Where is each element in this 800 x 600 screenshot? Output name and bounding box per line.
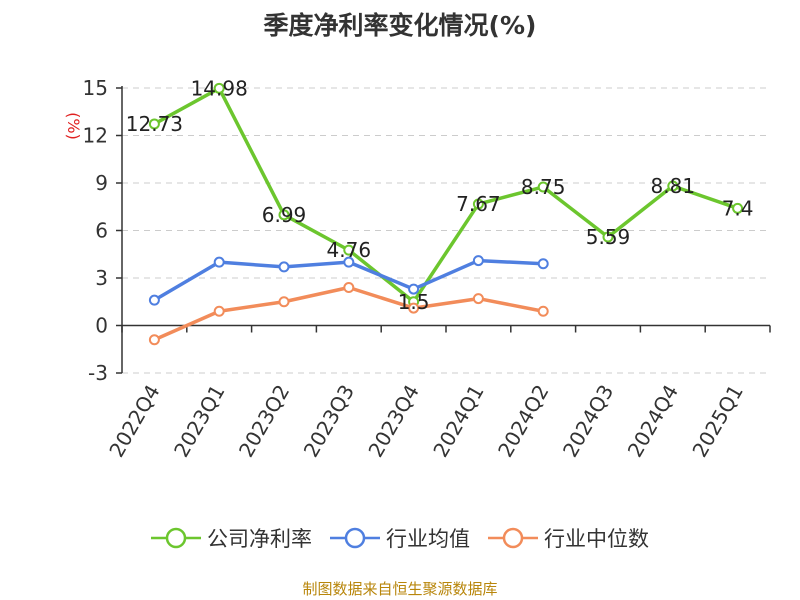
data-point xyxy=(278,261,290,273)
x-tick-label: 2022Q4 xyxy=(104,381,164,462)
data-point xyxy=(148,118,160,130)
data-point xyxy=(732,202,744,214)
series-line-0 xyxy=(153,86,739,304)
legend-marker xyxy=(151,527,201,549)
data-label: 6.99 xyxy=(262,203,307,227)
x-tick-label: 2024Q1 xyxy=(428,381,488,462)
data-point xyxy=(213,82,225,94)
source-note: 制图数据来自恒生聚源数据库 xyxy=(302,580,498,598)
x-tick-label: 2023Q1 xyxy=(169,381,229,462)
data-label-layer: 12.73 14.98 6.99 4.76 1.5 7.67 8.75 5.59 8.81 7.4 xyxy=(126,76,754,313)
x-tick-label: 2025Q1 xyxy=(687,381,747,462)
y-tick-label: 6 xyxy=(95,219,108,243)
y-tick-label: 15 xyxy=(83,76,108,100)
data-point xyxy=(213,305,225,317)
data-label: 14.98 xyxy=(191,76,248,100)
data-label: 5.59 xyxy=(586,225,631,249)
y-tick-label: 12 xyxy=(83,124,108,148)
data-point xyxy=(148,334,160,346)
data-label: 8.81 xyxy=(651,174,696,198)
series-line-2 xyxy=(153,285,544,342)
data-label: 7.67 xyxy=(456,192,501,216)
legend-label: 行业均值 xyxy=(386,527,470,551)
data-point xyxy=(537,258,549,270)
data-label: 1.5 xyxy=(398,290,430,314)
legend-item[interactable]: 公司净利率 xyxy=(151,523,312,553)
y-tick-label: 0 xyxy=(95,314,108,338)
data-label: 7.4 xyxy=(722,196,754,220)
x-tick-label: 2024Q3 xyxy=(558,381,618,462)
x-tick-label: 2023Q2 xyxy=(234,381,294,462)
data-point xyxy=(213,256,225,268)
legend-marker xyxy=(330,527,380,549)
chart-title: 季度净利率变化情况(%) xyxy=(263,11,537,40)
data-point xyxy=(343,244,355,256)
legend-item[interactable]: 行业中位数 xyxy=(488,523,649,553)
series-layer xyxy=(148,82,744,346)
legend-marker xyxy=(488,527,538,549)
data-point xyxy=(278,296,290,308)
data-label: 4.76 xyxy=(327,238,372,262)
data-point xyxy=(537,305,549,317)
data-point xyxy=(472,198,484,210)
y-axis-label: (%) xyxy=(64,112,83,140)
data-point xyxy=(537,181,549,193)
y-tick-label: 9 xyxy=(95,171,108,195)
legend-label: 公司净利率 xyxy=(207,527,312,551)
data-point xyxy=(472,255,484,267)
y-tick-label: -3 xyxy=(88,361,108,385)
y-tick-label: 3 xyxy=(95,266,108,290)
x-tick-label: 2024Q2 xyxy=(493,381,553,462)
data-point xyxy=(602,231,614,243)
legend: 公司净利率 行业均值 行业中位数 xyxy=(0,520,800,556)
data-point xyxy=(408,302,420,314)
data-point xyxy=(343,282,355,293)
data-point xyxy=(667,180,679,192)
data-point xyxy=(278,209,290,221)
x-tick-label: 2023Q3 xyxy=(299,381,359,462)
x-tick-label: 2024Q4 xyxy=(623,381,683,462)
legend-label: 行业中位数 xyxy=(544,527,649,551)
x-tick-label: 2023Q4 xyxy=(363,381,423,462)
legend-item[interactable]: 行业均值 xyxy=(330,523,470,553)
data-label: 12.73 xyxy=(126,112,183,136)
data-point xyxy=(408,283,420,295)
data-label: 8.75 xyxy=(521,175,566,199)
grid-layer xyxy=(122,87,770,374)
data-point xyxy=(148,294,160,306)
data-point xyxy=(472,293,484,305)
data-point xyxy=(343,256,355,268)
